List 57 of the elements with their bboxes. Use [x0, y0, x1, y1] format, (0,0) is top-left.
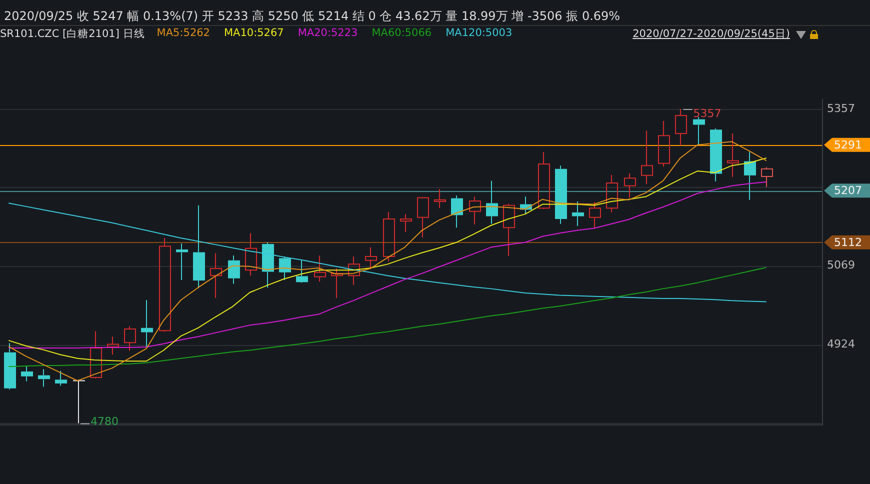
candlestick [124, 326, 136, 352]
candlestick [417, 197, 429, 238]
candlestick [296, 260, 308, 282]
candlestick [348, 256, 360, 286]
text: MA60:5066 [372, 27, 432, 41]
y-tick-label: 5069 [827, 258, 855, 272]
candlestick [486, 180, 498, 224]
candlestick [727, 132, 739, 178]
candlestick [606, 174, 618, 213]
candlestick [400, 214, 412, 233]
candlestick [641, 130, 653, 185]
y-tick-label: 5357 [827, 102, 855, 115]
y-tick-label: 4924 [827, 338, 855, 351]
candlestick [55, 370, 67, 386]
annotation: 5357 [693, 106, 722, 120]
candlestick [210, 252, 222, 298]
candlestick [107, 336, 119, 356]
candlestick [624, 172, 636, 198]
candlestick [141, 300, 153, 348]
candlestick [4, 342, 16, 390]
candlestick [331, 268, 343, 298]
candlestick [314, 254, 326, 282]
candlestick [176, 242, 188, 280]
candlestick [538, 151, 550, 210]
text: MA5:5262 [156, 27, 210, 41]
candlestick [365, 246, 377, 270]
text: MA10:5267 [224, 27, 284, 41]
candlestick [589, 202, 601, 229]
candlestick [90, 330, 102, 380]
candlestick [693, 116, 705, 146]
text: MA120:5003 [446, 27, 512, 41]
ref-line-label: 5291 [834, 138, 862, 152]
candlestick [710, 128, 722, 182]
candlestick [658, 120, 670, 168]
candlestick [21, 364, 33, 382]
candlestick [451, 195, 463, 228]
ref-line-label: 5207 [834, 184, 862, 198]
candlestick [761, 166, 773, 188]
candlestick [503, 203, 515, 257]
candlestick [469, 196, 481, 225]
candlestick [383, 211, 395, 262]
candlestick [228, 254, 240, 284]
annotation: 4780 [90, 415, 118, 428]
candlestick [555, 165, 567, 224]
candlestick [279, 256, 291, 280]
ref-line-label: 5112 [834, 236, 862, 249]
candlestick [38, 368, 50, 388]
text: 2020/07/27-2020/09/25(45日) [632, 27, 790, 41]
candlestick [262, 242, 274, 288]
candlestick [159, 238, 171, 332]
candlestick [434, 188, 446, 209]
candlestick [245, 232, 257, 276]
candlestick [572, 201, 584, 227]
chart-title: 2020/09/25 收 5247 幅 0.13%(7) 开 5233 高 5250 低 5214 结 0 仓 43.62万 量 18.99万 增 -3506 振 0.69% [4, 8, 620, 25]
candlestick [744, 151, 756, 200]
text: MA20:5223 [298, 27, 358, 41]
chart-subtitle: SR101.CZC [白糖2101] 日线 [0, 27, 145, 41]
